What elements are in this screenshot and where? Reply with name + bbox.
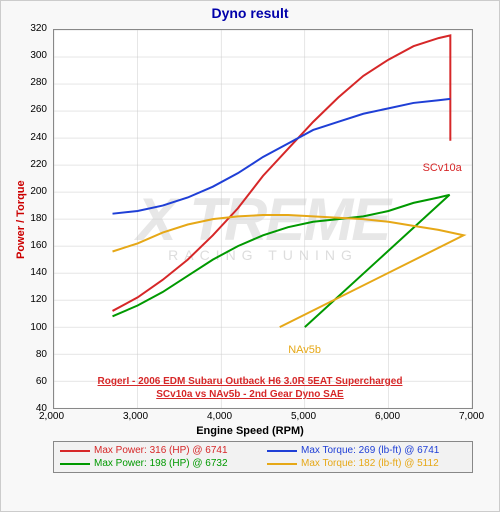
legend-label: Max Torque: 182 (lb-ft) @ 5112 (301, 458, 439, 469)
y-tick: 80 (36, 349, 47, 360)
y-tick: 260 (30, 104, 47, 115)
legend-item: Max Power: 198 (HP) @ 6732 (56, 457, 263, 470)
legend-swatch (267, 463, 297, 465)
x-tick: 7,000 (459, 411, 484, 422)
x-axis-label: Engine Speed (RPM) (1, 425, 499, 437)
legend-label: Max Power: 198 (HP) @ 6732 (94, 458, 228, 469)
legend-item: Max Torque: 182 (lb-ft) @ 5112 (263, 457, 470, 470)
y-tick: 220 (30, 159, 47, 170)
series-na_torque (113, 215, 464, 327)
legend-swatch (60, 463, 90, 465)
y-tick: 240 (30, 132, 47, 143)
chart-title: Dyno result (1, 1, 499, 21)
x-tick: 6,000 (375, 411, 400, 422)
x-tick: 5,000 (291, 411, 316, 422)
y-axis-label: Power / Torque (15, 180, 27, 259)
y-tick: 100 (30, 322, 47, 333)
footnote-line-1: RogerI - 2006 EDM Subaru Outback H6 3.0R… (98, 376, 403, 387)
y-tick: 280 (30, 77, 47, 88)
y-tick: 40 (36, 403, 47, 414)
legend-swatch (267, 450, 297, 452)
y-tick: 200 (30, 186, 47, 197)
x-tick: 3,000 (123, 411, 148, 422)
y-tick: 320 (30, 23, 47, 34)
y-tick: 60 (36, 376, 47, 387)
y-tick: 140 (30, 267, 47, 278)
x-tick: 4,000 (207, 411, 232, 422)
legend-item: Max Torque: 269 (lb-ft) @ 6741 (263, 444, 470, 457)
legend-item: Max Power: 316 (HP) @ 6741 (56, 444, 263, 457)
legend-label: Max Torque: 269 (lb-ft) @ 6741 (301, 445, 439, 456)
annotation: NAv5b (288, 344, 321, 356)
y-tick: 160 (30, 240, 47, 251)
series-sc_power (113, 35, 451, 311)
annotation: SCv10a (423, 162, 462, 174)
y-tick: 120 (30, 294, 47, 305)
chart-svg (54, 30, 472, 408)
chart-footnote: RogerI - 2006 EDM Subaru Outback H6 3.0R… (1, 375, 499, 401)
legend-label: Max Power: 316 (HP) @ 6741 (94, 445, 228, 456)
dyno-chart-container: Dyno result X TREME RACING TUNING Power … (0, 0, 500, 512)
legend: Max Power: 316 (HP) @ 6741 Max Torque: 26… (53, 441, 473, 473)
legend-swatch (60, 450, 90, 452)
y-tick: 180 (30, 213, 47, 224)
y-tick: 300 (30, 50, 47, 61)
footnote-line-2: SCv10a vs NAv5b - 2nd Gear Dyno SAE (156, 389, 343, 400)
plot-area: X TREME RACING TUNING (53, 29, 473, 409)
